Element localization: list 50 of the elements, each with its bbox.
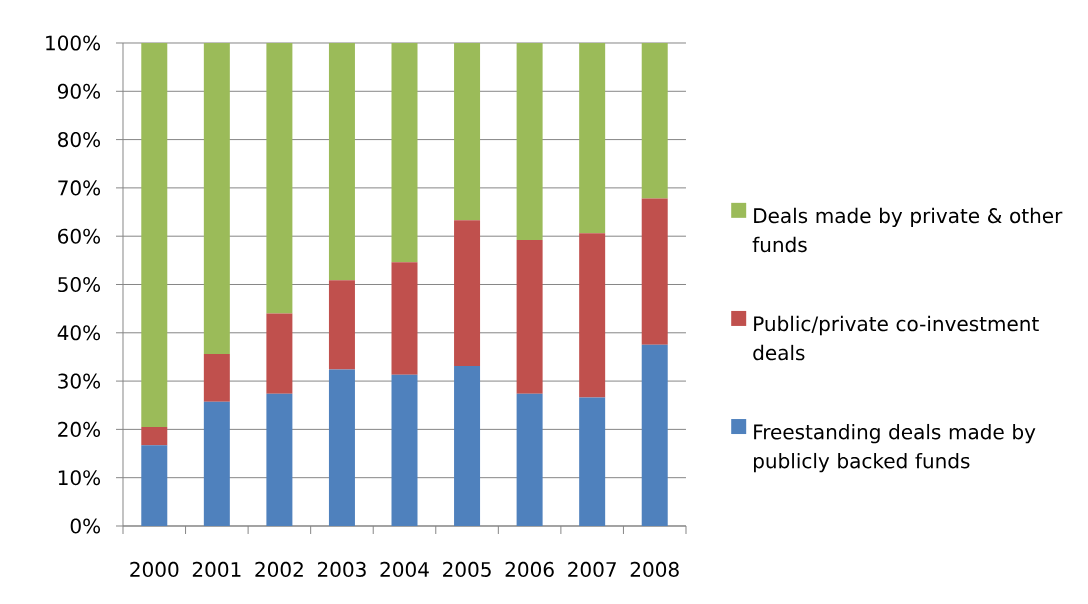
bar xyxy=(641,42,668,199)
x-tick-label: 2004 xyxy=(380,561,429,577)
x-tick-label: 2000 xyxy=(130,561,179,577)
y-tick-label: 80% xyxy=(58,132,101,148)
y-tick-label: 40% xyxy=(57,325,101,341)
bar xyxy=(516,240,543,394)
y-tick-label: 0% xyxy=(70,518,101,534)
y-tick-label: 90% xyxy=(57,83,101,99)
bar xyxy=(454,366,481,526)
bar xyxy=(641,198,668,345)
x-tick-label: 2007 xyxy=(568,561,616,577)
y-tick-label: 60% xyxy=(58,228,101,244)
bar xyxy=(516,42,543,241)
bar xyxy=(641,344,668,526)
bar xyxy=(266,42,293,314)
bar xyxy=(266,393,293,526)
bar xyxy=(579,42,606,234)
bar xyxy=(579,233,606,398)
x-tick-label: 2002 xyxy=(255,561,303,577)
legend-label: Deals made by private & other funds xyxy=(752,207,1063,253)
bar xyxy=(141,42,168,427)
x-tick-label: 2005 xyxy=(443,561,491,577)
x-tick-label: 2006 xyxy=(505,561,554,577)
legend-label: Freestanding deals made by publicly backed funds xyxy=(754,423,1036,473)
y-tick-label: 10% xyxy=(58,470,101,486)
bar xyxy=(141,445,168,526)
bar xyxy=(516,393,543,526)
bar xyxy=(328,280,355,370)
bar xyxy=(266,313,293,394)
bar xyxy=(328,369,355,526)
bar xyxy=(391,374,418,526)
bar xyxy=(141,426,168,446)
bar xyxy=(203,42,230,355)
y-tick-label: 50% xyxy=(58,276,101,293)
bar xyxy=(391,42,418,263)
bar xyxy=(328,42,355,281)
x-tick-label: 2008 xyxy=(630,561,679,577)
y-tick-label: 30% xyxy=(58,373,101,389)
bar xyxy=(579,397,606,526)
bar xyxy=(203,354,230,402)
x-tick-label: 2001 xyxy=(192,561,241,577)
bar xyxy=(391,262,418,375)
y-tick-label: 100% xyxy=(46,35,101,51)
bar xyxy=(203,401,230,526)
bar xyxy=(454,42,481,221)
bar xyxy=(454,220,481,367)
legend-label: Public/private co-investment deals xyxy=(753,315,1039,361)
x-tick-label: 2003 xyxy=(317,561,366,577)
y-tick-label: 70% xyxy=(58,180,101,196)
y-tick-label: 20% xyxy=(58,421,101,437)
